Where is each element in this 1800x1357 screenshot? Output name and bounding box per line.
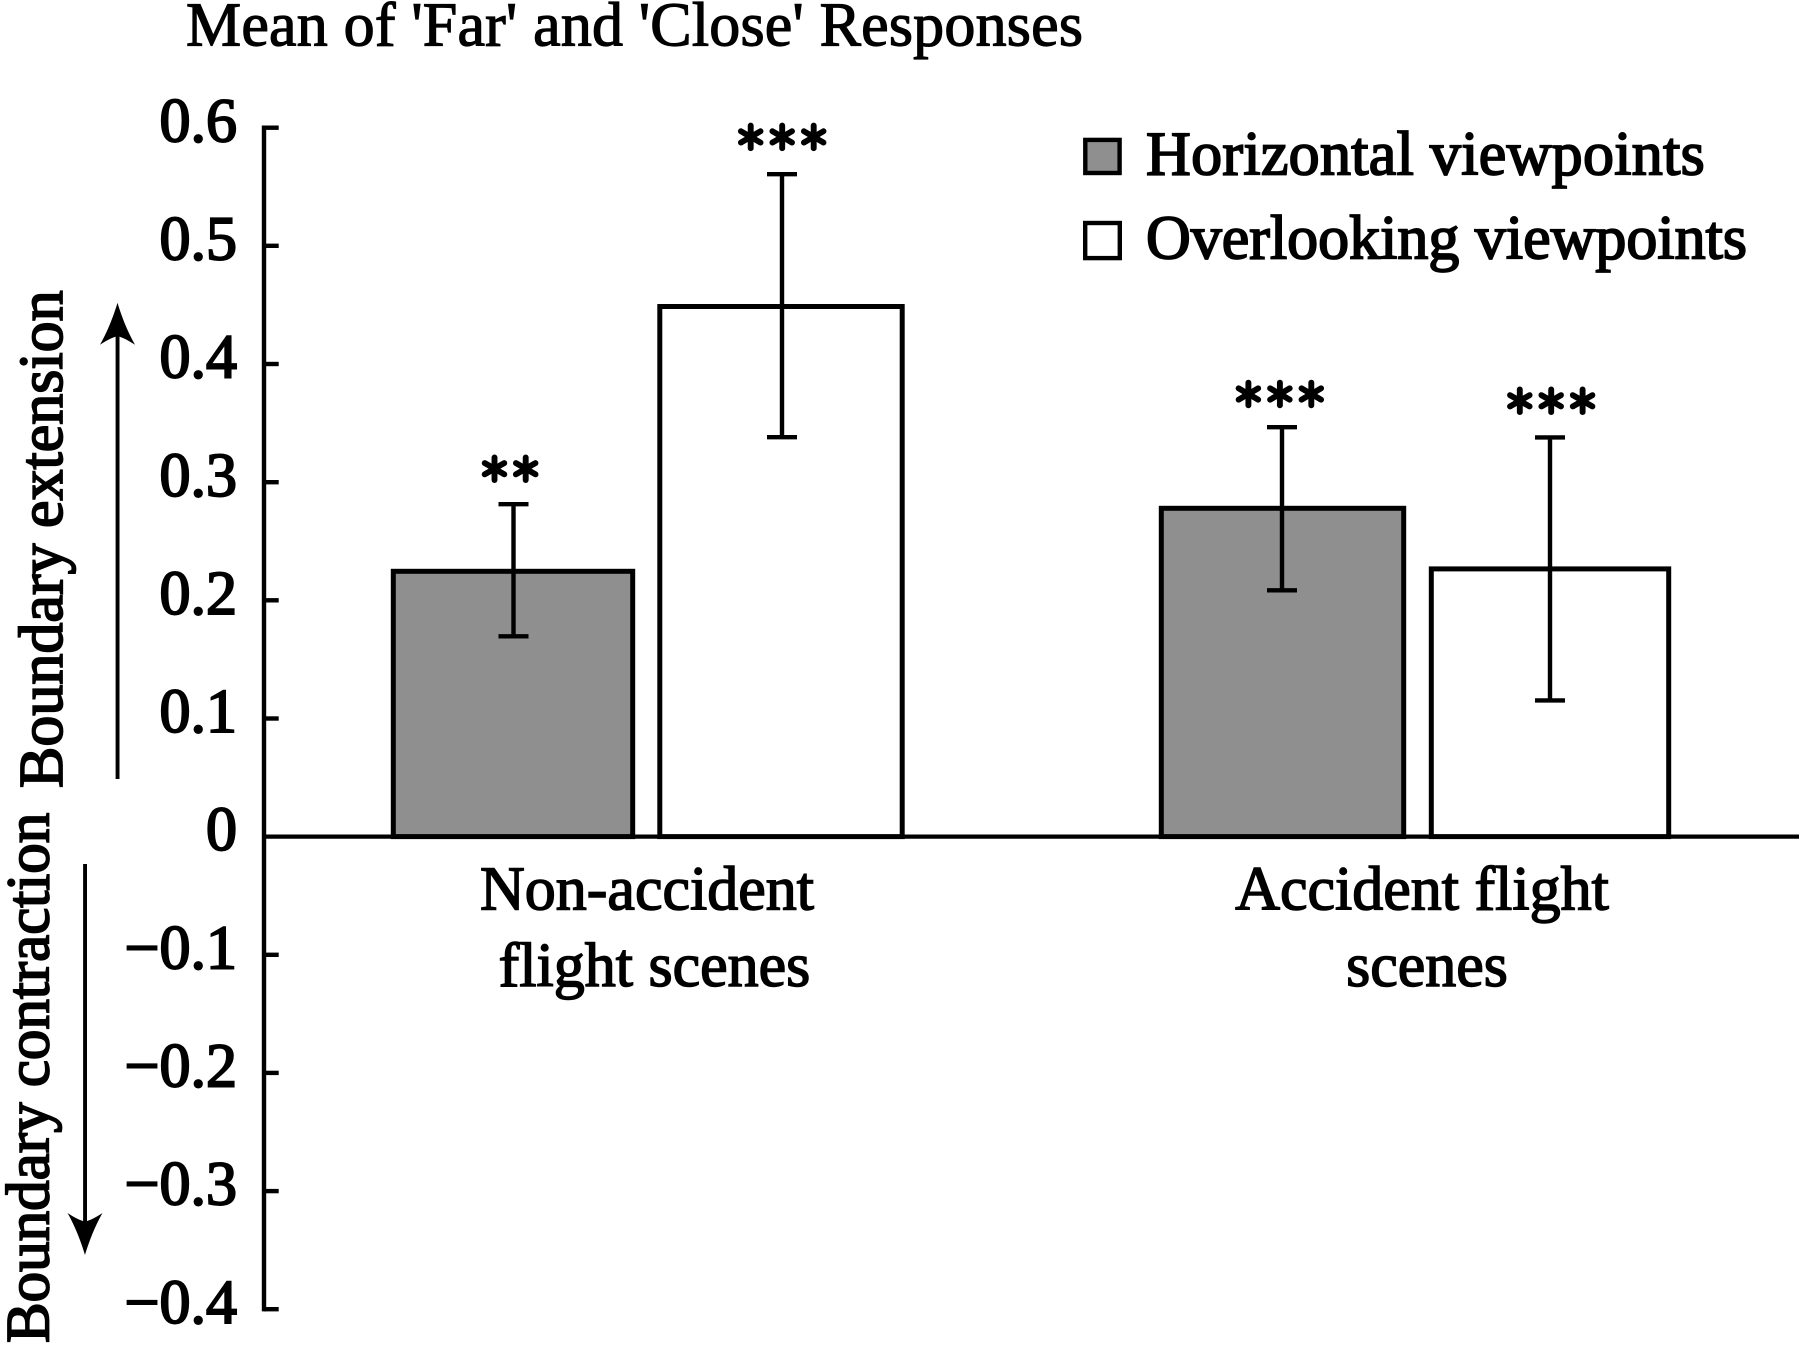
svg-text:Horizontal viewpoints: Horizontal viewpoints (1146, 121, 1705, 189)
svg-text:−0.4: −0.4 (125, 1269, 237, 1337)
svg-text:scenes: scenes (1346, 932, 1508, 1000)
svg-text:Boundary contraction: Boundary contraction (0, 813, 63, 1343)
svg-text:0: 0 (206, 796, 237, 864)
svg-text:−0.2: −0.2 (125, 1033, 237, 1101)
svg-text:0.3: 0.3 (160, 442, 238, 510)
svg-text:0.2: 0.2 (160, 560, 238, 628)
svg-text:−0.3: −0.3 (125, 1151, 237, 1219)
svg-text:Non-accident: Non-accident (480, 856, 814, 924)
svg-text:0.6: 0.6 (160, 87, 238, 155)
svg-text:Boundary extension: Boundary extension (8, 290, 76, 788)
svg-text:flight scenes: flight scenes (499, 932, 811, 1000)
svg-text:0.1: 0.1 (160, 678, 238, 746)
svg-text:Accident flight: Accident flight (1235, 856, 1609, 924)
svg-text:Mean of 'Far' and 'Close' Resp: Mean of 'Far' and 'Close' Responses (186, 0, 1083, 60)
svg-text:0.5: 0.5 (160, 205, 238, 273)
svg-text:0.4: 0.4 (160, 324, 238, 392)
svg-text:−0.1: −0.1 (125, 914, 237, 982)
svg-text:Overlooking viewpoints: Overlooking viewpoints (1146, 205, 1747, 273)
